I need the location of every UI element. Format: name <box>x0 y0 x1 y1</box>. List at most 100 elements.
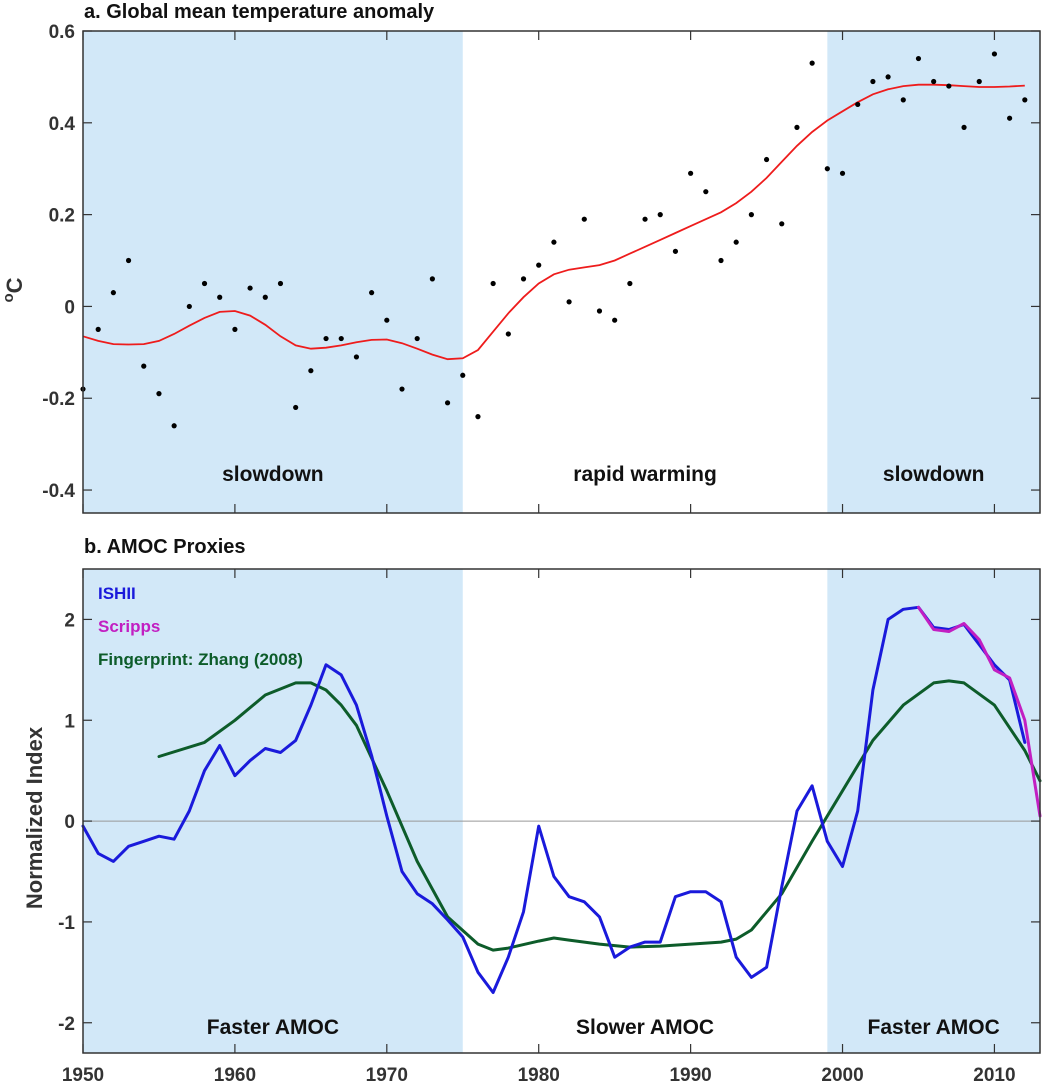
annual-anomaly-point <box>262 294 268 300</box>
annual-anomaly-point <box>976 78 982 85</box>
series-line-2 <box>917 605 1042 818</box>
annual-anomaly-point <box>201 280 208 287</box>
annual-anomaly-point <box>429 276 435 282</box>
panel-b-shading <box>83 569 1040 1053</box>
annual-anomaly-point <box>338 335 344 342</box>
annual-anomaly-point <box>1007 115 1013 121</box>
panel-b-y-ticks: -2 -1 0 1 2 <box>58 610 1040 1035</box>
annual-anomaly-point <box>946 83 952 89</box>
annual-anomaly-point <box>414 335 420 342</box>
annual-anomaly-point <box>323 335 329 342</box>
annual-anomaly-point <box>171 423 177 429</box>
annual-anomaly-point <box>809 60 815 66</box>
annual-anomaly-point <box>444 400 451 406</box>
y-tick-label: -2 <box>58 1014 75 1035</box>
x-tick-label: 1950 <box>62 1065 104 1086</box>
panel-a-y-ticks: -0.4 -0.2 0 0.2 0.4 0.6 <box>42 22 1040 502</box>
annual-anomaly-point <box>475 414 481 420</box>
panel-b-y-axis-label: Normalized Index <box>22 726 47 909</box>
y-tick-label: 0.4 <box>49 114 76 135</box>
panel-b: -2 -1 0 1 2 1950 1960 1970 1980 1990 2000 2010 Fas… <box>22 536 1042 1086</box>
annual-anomaly-point <box>369 290 375 296</box>
annual-anomaly-point <box>748 212 754 218</box>
annual-anomaly-point <box>718 257 724 264</box>
annual-anomaly-point <box>384 317 390 323</box>
shaded-region-3 <box>827 31 1040 513</box>
series-line-3 <box>157 679 1042 952</box>
annual-anomaly-point <box>490 280 496 287</box>
y-tick-label: 2 <box>64 610 75 631</box>
annual-anomaly-point <box>232 326 238 332</box>
annual-anomaly-point <box>308 368 314 374</box>
annual-anomaly-point <box>657 212 663 218</box>
x-tick-label: 2010 <box>973 1065 1015 1086</box>
y-tick-label: 0 <box>64 812 75 833</box>
x-tick-label: 1960 <box>214 1065 256 1086</box>
y-tick-label: -1 <box>58 913 75 934</box>
panel-a-x-ticks <box>82 31 996 513</box>
annual-anomaly-point <box>931 78 937 85</box>
smoothed-trend-line <box>82 83 1025 361</box>
annual-anomaly-point <box>141 363 147 369</box>
legend-entry-3: Fingerprint: Zhang (2008) <box>98 650 303 669</box>
degree-mark: o <box>0 293 17 302</box>
x-tick-label: 1990 <box>669 1065 711 1086</box>
legend-entry-2: Scripps <box>98 617 160 636</box>
y-tick-label: -0.4 <box>42 481 75 502</box>
panel-b-series <box>81 605 1042 994</box>
annual-anomaly-point <box>627 280 633 287</box>
annual-anomaly-point <box>95 326 101 332</box>
annual-anomaly-point <box>156 391 162 397</box>
shaded-region-1 <box>83 569 463 1053</box>
annual-anomaly-point <box>293 404 299 411</box>
annual-anomaly-point <box>581 216 587 222</box>
annual-anomaly-point <box>794 124 800 130</box>
x-tick-label: 1980 <box>518 1065 560 1086</box>
x-tick-label: 2000 <box>821 1065 863 1086</box>
celsius-mark: C <box>2 277 27 293</box>
x-tick-label: 1970 <box>366 1065 408 1086</box>
y-tick-label: 1 <box>64 711 75 732</box>
panel-b-x-ticks: 1950 1960 1970 1980 1990 2000 2010 <box>62 569 1016 1086</box>
panel-b-title: b. AMOC Proxies <box>84 536 246 558</box>
annual-anomaly-point <box>961 124 967 130</box>
panel-a-y-axis-label: oC <box>0 277 27 302</box>
annual-anomaly-point <box>839 170 846 176</box>
annual-anomaly-point <box>505 331 511 337</box>
annual-anomaly-point <box>1022 97 1028 103</box>
region-label-3: slowdown <box>883 463 985 486</box>
annual-anomaly-point <box>566 299 572 305</box>
annual-anomaly-point <box>824 166 830 172</box>
annual-anomaly-point <box>217 294 223 300</box>
annual-anomaly-point <box>870 78 876 85</box>
annual-anomaly-point <box>247 285 253 291</box>
panel-a: -0.4 -0.2 0 0.2 0.4 0.6 slowdown rapid warming… <box>0 1 1041 514</box>
annual-anomaly-point <box>855 101 861 108</box>
region-label-1: slowdown <box>222 463 324 486</box>
annual-anomaly-point <box>612 317 618 323</box>
annual-anomaly-point <box>900 97 906 103</box>
annual-anomaly-point <box>399 386 405 392</box>
panel-a-region-labels: slowdown rapid warming slowdown <box>222 463 984 486</box>
annual-anomaly-point <box>110 290 116 296</box>
annual-anomaly-point <box>536 262 542 268</box>
region-label-2: Slower AMOC <box>576 1016 714 1039</box>
panel-a-frame <box>82 30 1041 514</box>
y-tick-label: 0 <box>64 297 75 318</box>
y-tick-label: 0.2 <box>49 206 75 227</box>
shaded-region-1 <box>83 31 463 513</box>
annual-anomaly-point <box>277 280 284 287</box>
annual-anomaly-point <box>642 216 648 222</box>
series-line-1 <box>81 605 1027 994</box>
annual-anomaly-point <box>733 239 739 245</box>
annual-anomaly-point <box>763 156 770 163</box>
annual-anomaly-point <box>688 170 694 176</box>
shaded-region-3 <box>827 569 1040 1053</box>
region-label-1: Faster AMOC <box>207 1016 339 1039</box>
region-label-2: rapid warming <box>573 463 717 486</box>
annual-anomaly-point <box>353 354 360 360</box>
panel-a-series <box>80 51 1028 429</box>
region-label-3: Faster AMOC <box>868 1016 1000 1039</box>
annual-anomaly-point <box>125 257 132 264</box>
